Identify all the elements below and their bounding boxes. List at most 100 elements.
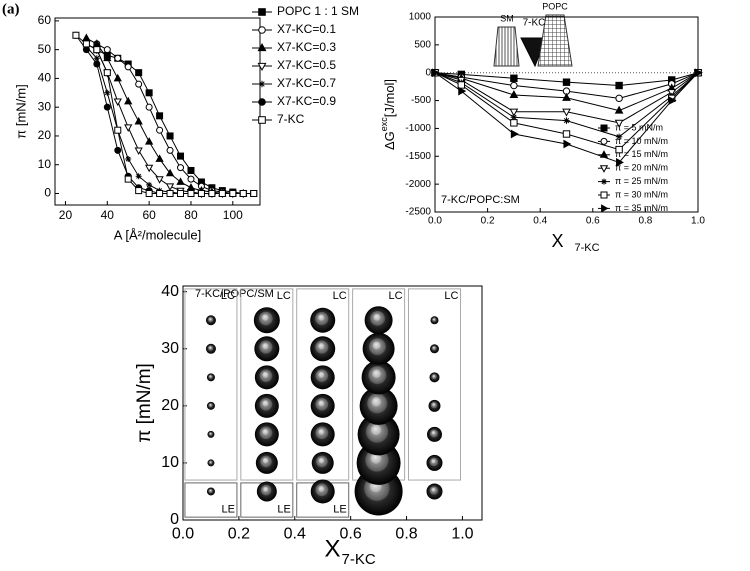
bubble [426, 426, 442, 442]
marker [135, 173, 142, 180]
marker [563, 117, 570, 124]
marker [82, 46, 90, 54]
marker [145, 89, 153, 97]
marker [103, 46, 111, 54]
y-tick-label: 60 [38, 13, 52, 27]
legend-label: 7-KC [277, 112, 305, 126]
y-axis-label-main: ΔG [382, 131, 397, 150]
marker [156, 189, 164, 197]
x-tick-label: 0.4 [284, 526, 306, 543]
marker [509, 90, 519, 99]
bubble [357, 413, 400, 456]
marker [510, 119, 518, 127]
bubble [254, 336, 280, 362]
x-tick-label: 0.0 [428, 216, 442, 227]
series-line [86, 46, 233, 194]
y-tick-label: 1000 [409, 12, 432, 23]
bubble [429, 344, 439, 354]
marker [155, 176, 164, 184]
legend-marker [258, 116, 266, 124]
legend-marker [257, 62, 267, 71]
x-tick-label: 0.0 [172, 526, 194, 543]
marker [668, 96, 677, 105]
legend-label: π = 5 mN/m [615, 122, 663, 132]
legend-marker [600, 137, 608, 145]
lc-region [184, 288, 238, 481]
marker [177, 152, 185, 160]
marker [134, 147, 143, 155]
bubble [428, 399, 441, 412]
marker [145, 103, 153, 111]
y-tick-label: 20 [161, 397, 179, 414]
x-tick-label: 100 [223, 208, 243, 222]
legend-marker [601, 204, 609, 213]
marker [510, 114, 518, 121]
marker [145, 189, 153, 197]
bubble [310, 393, 335, 418]
x-tick-label: 0.6 [340, 526, 362, 543]
inset-label: 7-KC [523, 18, 546, 29]
marker [510, 74, 518, 82]
marker [113, 73, 122, 82]
legend-label: POPC 1 : 1 SM [277, 4, 359, 18]
bubble [364, 306, 393, 335]
y-tick-label: -2500 [405, 207, 431, 218]
marker [615, 94, 623, 103]
bubble [206, 401, 215, 410]
marker [614, 119, 624, 128]
x-tick-label: 1.0 [451, 526, 473, 543]
y-tick-label: 10 [38, 157, 52, 171]
marker [124, 63, 132, 71]
marker [177, 164, 185, 172]
marker [166, 132, 174, 140]
region-label: LC [444, 290, 458, 302]
y-axis-label: ΔGexc[J/mol] [379, 79, 397, 150]
y-tick-label: 50 [38, 42, 52, 56]
bubble [359, 386, 398, 425]
marker [510, 129, 519, 139]
legend-label: π = 10 mN/m [615, 136, 668, 146]
y-tick-label: 30 [161, 340, 179, 357]
marker [124, 124, 133, 132]
marker [103, 103, 111, 111]
y-tick-label: -1500 [405, 151, 431, 162]
bubble [310, 307, 336, 333]
series-line [86, 37, 244, 194]
marker [218, 189, 226, 197]
y-tick-label: -1000 [405, 123, 431, 134]
region-label: LC [221, 290, 235, 302]
marker [165, 183, 175, 191]
marker [197, 189, 205, 197]
y-tick-label: 0 [425, 67, 431, 78]
x-tick-label: 1.0 [691, 216, 705, 227]
marker [208, 189, 216, 197]
bubble [255, 451, 278, 474]
panel-label: (a) [2, 1, 20, 17]
marker [176, 177, 185, 185]
marker [134, 116, 143, 125]
legend-marker [258, 26, 266, 34]
marker [93, 55, 100, 62]
x-tick-label: 0.2 [228, 526, 250, 543]
x-axis-label: A [Å²/molecule] [114, 227, 201, 242]
marker [187, 189, 195, 197]
legend-label: π = 15 mN/m [615, 149, 668, 159]
y-tick-label: -500 [411, 95, 431, 106]
x-tick-label: 0.4 [533, 216, 547, 227]
marker [166, 189, 174, 197]
bubble [429, 372, 440, 383]
marker [616, 158, 624, 167]
bubble [361, 360, 396, 395]
marker [93, 60, 101, 68]
bubble [206, 373, 215, 382]
x-tick-label: 0.6 [586, 216, 600, 227]
marker [694, 68, 703, 78]
marker [250, 189, 258, 197]
bubble [310, 422, 335, 447]
y-tick-label: 20 [38, 128, 52, 142]
inset-label: POPC [542, 1, 568, 11]
bubble [310, 336, 336, 362]
region-label: LE [221, 504, 234, 516]
bubble [310, 479, 335, 504]
